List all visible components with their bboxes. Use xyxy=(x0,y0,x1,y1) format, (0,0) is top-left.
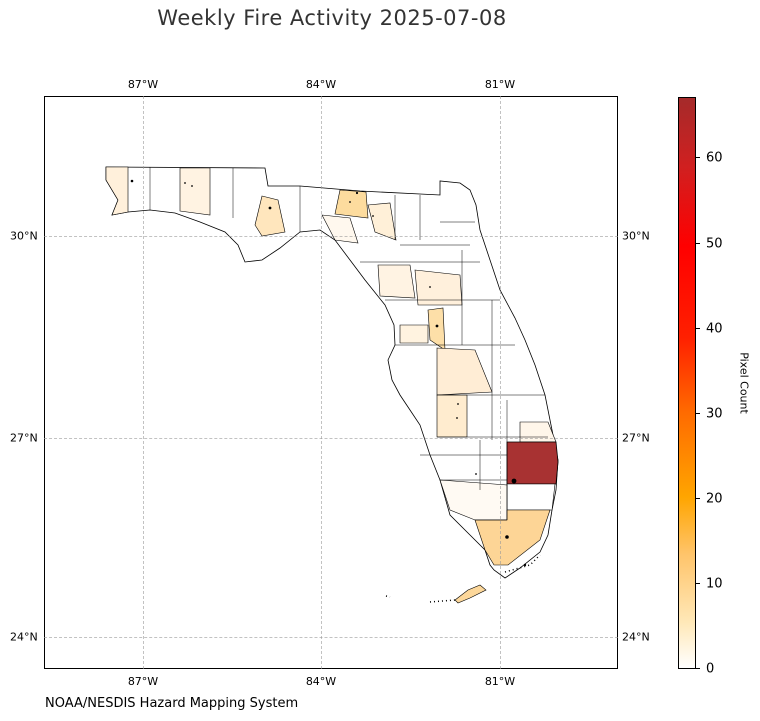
florida-keys-islands xyxy=(385,554,541,603)
lat-tick-left-3: 24°N xyxy=(10,630,38,644)
florida-keys xyxy=(454,584,487,604)
gridline-lat-27 xyxy=(44,438,618,439)
gridline-lon-84 xyxy=(321,96,322,669)
lon-tick-bottom-1: 87°W xyxy=(127,675,159,688)
lat-tick-right-3: 24°N xyxy=(622,630,650,644)
colorbar-tick xyxy=(696,668,700,669)
gridline-lat-24 xyxy=(44,637,618,638)
county-hernando xyxy=(399,324,429,344)
colorbar-tick xyxy=(696,498,700,499)
fire-points xyxy=(130,179,527,567)
colorbar-label-0: 0 xyxy=(706,661,715,677)
colorbar-tick xyxy=(696,328,700,329)
county-broward xyxy=(506,483,556,511)
colorbar-label-10: 10 xyxy=(706,576,723,592)
colorbar-label-30: 30 xyxy=(706,406,723,422)
lat-tick-left-2: 27°N xyxy=(10,431,38,445)
colorbar-title: Pixel Count xyxy=(737,352,751,414)
county-palm-beach xyxy=(506,441,559,485)
lon-tick-top-1: 87°W xyxy=(127,78,159,91)
colorbar-label-20: 20 xyxy=(706,491,723,507)
credit-text: NOAA/NESDIS Hazard Mapping System xyxy=(45,696,299,711)
gridline-lon-87 xyxy=(143,96,144,669)
county-liberty xyxy=(254,195,286,237)
map-frame xyxy=(44,96,618,669)
colorbar-label-50: 50 xyxy=(706,236,723,252)
colorbar-label-40: 40 xyxy=(706,321,723,337)
county-boundaries xyxy=(149,167,548,521)
colorbar-tick xyxy=(696,583,700,584)
gridline-lat-30 xyxy=(44,236,618,237)
colorbar xyxy=(678,97,696,669)
lon-tick-bottom-3: 81°W xyxy=(484,675,516,688)
lat-tick-right-2: 27°N xyxy=(622,431,650,445)
map-title: Weekly Fire Activity 2025-07-08 xyxy=(157,6,507,30)
county-escambia xyxy=(105,166,129,216)
lon-tick-top-3: 81°W xyxy=(484,78,516,91)
colorbar-tick xyxy=(696,413,700,414)
county-okaloosa xyxy=(179,167,211,216)
colorbar-tick xyxy=(696,157,700,158)
lat-tick-right-1: 30°N xyxy=(622,229,650,243)
county-alachua xyxy=(377,264,416,299)
florida-outline xyxy=(105,166,559,579)
colorbar-label-60: 60 xyxy=(706,150,723,166)
county-highlands xyxy=(436,394,468,438)
county-suwannee xyxy=(367,202,397,241)
colorbar-tick xyxy=(696,243,700,244)
lon-tick-top-2: 84°W xyxy=(305,78,337,91)
lon-tick-bottom-2: 84°W xyxy=(305,675,337,688)
lat-tick-left-1: 30°N xyxy=(10,229,38,243)
county-hamilton xyxy=(334,189,369,219)
gridline-lon-81 xyxy=(500,96,501,669)
